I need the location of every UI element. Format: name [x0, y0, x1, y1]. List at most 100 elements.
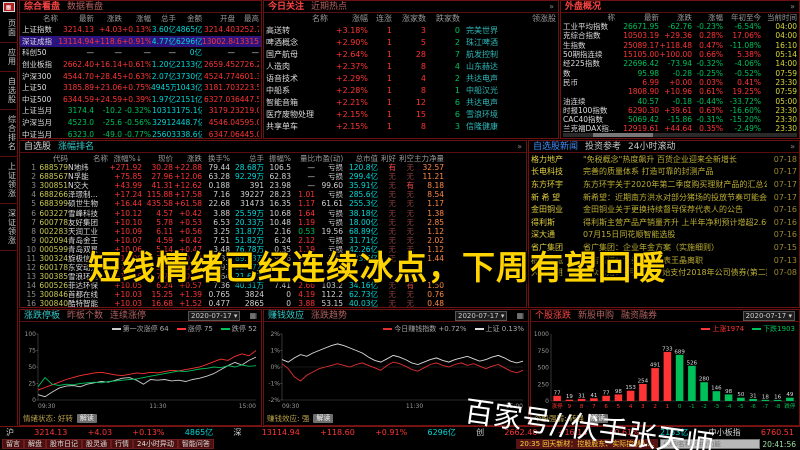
sector-row[interactable]: 高送转 +3.18% 1 3 0 完美世界 — [266, 25, 498, 35]
more-icon[interactable]: » — [790, 1, 795, 11]
stock-row[interactable]: 14 600526 菲达环保 +10.05 6.24 +0.57 7.36 40.31万 7.4… — [26, 281, 444, 291]
tab-涨跌趋势[interactable]: 涨跌趋势 — [311, 310, 348, 321]
sector-row[interactable]: 共享单车 +2.15% 1 8 3 信隆健康 — [266, 121, 498, 131]
sidebar-item-深证领涨[interactable]: 深证领涨 — [0, 204, 18, 251]
overseas-row[interactable]: 民币 6.99 +0.00 0.03% 0.41% 23:30 — [563, 77, 797, 87]
explain-button[interactable]: 解读 — [313, 414, 334, 423]
overseas-row[interactable]: 数 95.98 -0.28 -0.25% -0.52% 07:59 — [563, 68, 797, 78]
date-picker[interactable]: 2020-07-17 ▾ — [742, 310, 795, 321]
sidebar-item-综合排名[interactable]: 综合排名 — [0, 110, 18, 157]
toolbar-解盘[interactable]: 解盘 — [24, 439, 46, 449]
index-row[interactable]: 中证当月 6323.0 -49.0 -0.77% 25603 338.6亿 6347.0 64… — [22, 129, 259, 139]
tab-自选股[interactable]: 自选股 — [24, 141, 52, 152]
stock-row[interactable]: 9 002094 青岛金王 +10.07 4.59 +0.42 7.51 51.82万 6.24… — [31, 235, 444, 245]
tab-综合看盘[interactable]: 综合看盘 — [24, 1, 61, 12]
news-item[interactable]: 横店东磁 横店东磁：证券事务代表王晶离职 07-13 — [531, 255, 797, 265]
sector-row[interactable]: 啤酒概念 +2.90% 1 5 2 珠江啤酒 — [266, 37, 498, 47]
overseas-row[interactable]: 工业平均指数 26671.95 -62.76 -0.23% -6.54% 04:00 — [563, 22, 797, 32]
overseas-row[interactable]: 油连续 40.57 -0.18 -0.44% -33.72% 05:00 — [563, 96, 797, 106]
news-item[interactable]: 省广集团 省广集团：企业年金方案（实施细则） 07-15 — [531, 242, 797, 252]
tab-昨板个数[interactable]: 昨板个数 — [67, 310, 104, 321]
stock-row[interactable]: 13 300385 雪浪环境 +10.06 7.77 +0.71 9.64 21.69万 — [26, 272, 264, 282]
date-picker[interactable]: 2020-07-17 ▾ — [455, 310, 508, 321]
news-item[interactable]: 大众公用 大众公用：7月20日开始支付2018年公司债券(第二期)利息 07-0… — [531, 268, 797, 278]
app-grid-icon[interactable]: ▦ — [2, 2, 15, 12]
overseas-row[interactable]: 经225指数 22696.42 -73.94 -0.32% -4.06% 14:00 — [563, 59, 797, 69]
index-row[interactable]: 中证500 6344.59 +24.59 +0.39% 1.97亿 2151亿 6327.0… — [22, 94, 259, 104]
tab-overseas[interactable]: 外盘概况 — [565, 1, 602, 12]
scrollbar-thumb[interactable] — [593, 133, 653, 137]
tab-涨幅排名[interactable]: 涨幅排名 — [58, 141, 95, 152]
toolbar-24小时异动[interactable]: 24小时异动 — [133, 439, 178, 449]
sector-row[interactable]: 国产航母 +2.64% 1 28 7 航发控制 — [266, 49, 498, 59]
overseas-row[interactable]: CAC40指数 5069.42 -15.86 -0.31% -15.20% 23:30 — [563, 115, 797, 125]
tab-近期热点[interactable]: 近期热点 — [311, 1, 348, 12]
tab-融资融券[interactable]: 融资融券 — [621, 310, 658, 321]
stock-row[interactable]: 6 603227 雪峰科技 +10.12 4.57 +0.42 3.88 25.59万 10.6… — [31, 208, 444, 218]
more-icon[interactable]: » — [790, 141, 795, 151]
sector-row[interactable]: 智能音箱 +2.21% 1 12 6 共达电声 — [266, 97, 498, 107]
tab-数据看盘[interactable]: 数据看盘 — [67, 1, 104, 12]
sidebar-item-上证领涨[interactable]: 上证领涨 — [0, 157, 18, 204]
news-item[interactable]: 得利斯 得利斯主营产品产销量齐升 上半年净利预计增超2.6倍 07-16 — [531, 217, 797, 227]
stock-row[interactable]: 1 688579 N地纬 +271.92 30.28 +22.88 79.44 28.68万 1… — [31, 163, 444, 173]
sidebar-item-应用[interactable]: 应用 — [0, 43, 18, 72]
index-row[interactable]: 深证成指13114.94+118.60+0.91%4.77亿6296亿13002… — [20, 35, 261, 48]
index-row[interactable]: 创业板指 2662.40 +16.14 +0.61% 1.20亿 2133亿 2659.45… — [22, 60, 259, 70]
index-row[interactable]: 沪深当月 4523.0 -25.6 -0.56% 32912 448.7亿 4546.0 45… — [22, 118, 259, 128]
toolbar-股灵通[interactable]: 股灵通 — [82, 439, 111, 449]
stock-row[interactable]: 4 688266 泽璟制... +17.24 115.88 +17.58 7.16 39227… — [31, 190, 444, 200]
stock-row[interactable]: 5 688399 硕世生物 +16.44 435.58 +61.58 22.68 31473 1… — [31, 199, 444, 209]
overseas-row[interactable]: 兰克福DAX指… 12919.61 +44.64 0.35% -2.49% 23:30 — [563, 124, 797, 134]
index-row[interactable]: 上证指数 3214.13 +4.03 +0.13% 3.60亿 4865亿 3214.40 3… — [22, 25, 259, 35]
overseas-row[interactable]: 1808.90 +10.96 0.61% 19.25% 07:59 — [627, 87, 797, 97]
sidebar-item-页面[interactable]: 页面 — [0, 14, 18, 43]
sector-row[interactable]: 人造肉 +2.37% 1 8 4 山东赫达 — [266, 61, 498, 71]
sector-row[interactable]: 中船系 +2.28% 1 8 1 中船汉光 — [266, 85, 498, 95]
tab-自选股新闻[interactable]: 自选股新闻 — [533, 141, 579, 152]
index-row[interactable]: 沪深300 4544.70 +28.45 +0.63% 2.07亿 3730亿 4524.7… — [22, 71, 259, 81]
news-item[interactable]: 东方环宇 东方环宇关于2020年第二季度购买理财产品的汇总公告 07-17 — [531, 179, 797, 189]
toolbar-智能问答[interactable]: 智能问答 — [177, 439, 214, 449]
tab-新股申购[interactable]: 新股申购 — [578, 310, 615, 321]
toolbar-股市日记[interactable]: 股市日记 — [46, 439, 82, 449]
stock-row[interactable]: 2 688567 N孚能 +75.85 27.96 +12.06 63.28 92.29万 62… — [31, 172, 444, 182]
calendar-grid-icon[interactable]: ▦ — [516, 310, 524, 320]
tab-连续涨停[interactable]: 连续涨停 — [110, 310, 147, 321]
stock-row[interactable]: 7 600778 友好集团 +10.10 5.78 +0.53 6.53 20.33万 10.4… — [31, 217, 444, 227]
stock-row[interactable]: 3 300851 N交大 +43.99 41.31 +12.62 0.188 391 23.98… — [31, 181, 444, 191]
overseas-row[interactable]: 生指数 25089.17 +118.48 0.47% -11.08% 16:10 — [563, 40, 797, 50]
news-ticker[interactable]: 20:35 回天新材：控股股东、实际控制人… — [515, 439, 659, 449]
tab-投资参考[interactable]: 投资参考 — [585, 141, 622, 152]
sidebar-item-自选股[interactable]: 自选股 — [0, 72, 18, 110]
explain-button[interactable]: 解读 — [587, 414, 608, 423]
more-icon[interactable]: » — [549, 1, 554, 11]
stock-code-input[interactable] — [660, 439, 761, 449]
tab-24小时滚动[interactable]: 24小时滚动 — [628, 141, 676, 152]
explain-button[interactable]: 解读 — [76, 414, 97, 423]
overseas-row[interactable]: 克综合指数 10503.19 +29.36 0.28% 17.06% 04:00 — [563, 31, 797, 41]
overseas-row[interactable]: 时报100指数 6290.30 +39.61 0.63% -16.60% 23:30 — [563, 105, 797, 115]
horizontal-scrollbar[interactable] — [563, 133, 797, 137]
tab-今日关注[interactable]: 今日关注 — [268, 1, 305, 12]
stock-row[interactable]: 8 002283 天润工业 +10.09 6.11 +0.56 3.25 31.87万 2.16… — [31, 226, 444, 236]
stock-row[interactable]: 16 300840 酷特智能 +10.03 16.68 +1.52 0.477 2865 0 3.… — [26, 299, 444, 309]
date-picker[interactable]: 2020-07-17 ▾ — [188, 310, 241, 321]
news-item[interactable]: 深大通 07月15日同花顺智能选股 07-16 — [531, 230, 797, 240]
index-row[interactable]: 上证当月 3174.4 -10.2 -0.32% 10313 175.1亿 3179.2 32… — [22, 106, 259, 116]
toolbar-行情[interactable]: 行情 — [111, 439, 133, 449]
tab-涨跌停板[interactable]: 涨跌停板 — [24, 310, 61, 321]
calendar-grid-icon[interactable]: ▦ — [249, 310, 257, 320]
news-item[interactable]: 格力地产 "免税概念"热度飙升 百货企业迎来全新增长 07-18 — [531, 154, 797, 164]
news-item[interactable]: 长电科技 完善的质量体系 打造可靠的封测产品 07-17 — [531, 167, 797, 177]
news-item[interactable]: 新 希 望 新希望：近期南方洪水对部分猪场的投放节奏可能会有影响 但对整体经营…… — [531, 192, 797, 202]
index-row[interactable]: 科创50— — — —0亿 — — — [22, 48, 259, 58]
stock-row[interactable]: 10 000599 青岛双星 +10.06 5.14 +0.47 3.48 76.78万 0.3… — [26, 244, 444, 254]
tab-个股涨跌[interactable]: 个股涨跌 — [535, 310, 572, 321]
stock-row[interactable]: 12 600178 东安动力 +10.06 5.80 +0.53 4.91 22.67万 — [26, 263, 264, 273]
overseas-row[interactable]: 50期指连续 15105.00 +100.00 0.66% 5.38% 05:14 — [563, 50, 797, 60]
toolbar-留言[interactable]: 留言 — [2, 439, 24, 449]
sector-row[interactable]: 医疗废物处理 +2.15% 1 15 6 雪浪环境 — [266, 109, 498, 119]
index-row[interactable]: 上证50 3185.89 +23.06 +0.75% 4945万 1043亿 3181.70… — [22, 83, 259, 93]
tab-赚钱效应[interactable]: 赚钱效应 — [268, 310, 305, 321]
